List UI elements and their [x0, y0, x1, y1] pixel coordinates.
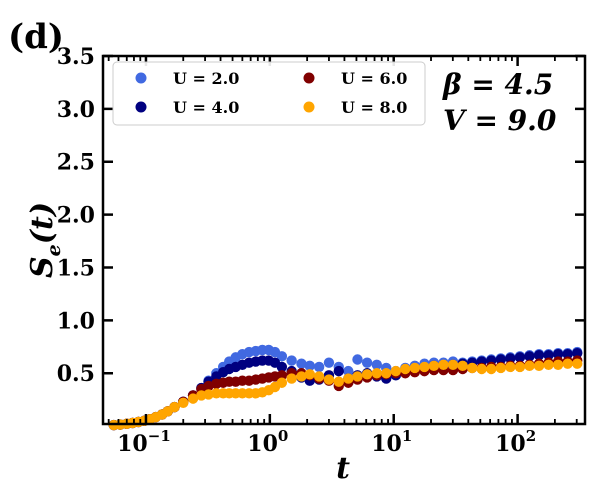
annotation-beta: β = 4.5: [442, 68, 553, 101]
data-point-series-3-52: [533, 360, 545, 372]
data-point-series-3-33: [352, 371, 363, 382]
data-point-series-1-55: [562, 349, 573, 360]
x-tick-label-0: 10−1: [117, 427, 171, 457]
data-point-series-3-42: [438, 359, 449, 370]
x-tick-label-1: 100: [247, 427, 288, 457]
data-point-series-3-36: [381, 368, 392, 379]
data-point-series-0-28: [304, 360, 315, 372]
legend-marker-u8: [303, 101, 315, 113]
plot-frame: [101, 54, 587, 426]
data-point-series-0-25: [276, 351, 288, 362]
data-points: [108, 344, 583, 431]
data-point-series-3-34: [361, 369, 373, 380]
data-point-series-1-48: [495, 354, 507, 365]
y-axis-title: Se(t): [25, 202, 65, 278]
data-point-series-3-55: [562, 358, 573, 369]
data-point-series-2-25: [276, 370, 288, 381]
data-point-series-1-53: [543, 350, 554, 361]
data-point-series-3-54: [552, 359, 564, 370]
data-point-series-1-25: [276, 361, 288, 373]
legend-marker-u2: [135, 72, 147, 84]
data-point-series-0-35: [371, 359, 382, 370]
legend-marker-u6: [303, 72, 315, 84]
data-point-series-3-28: [304, 369, 315, 380]
data-point-series-3-26: [286, 373, 297, 384]
data-point-series-3-51: [524, 360, 535, 372]
data-point-series-3-46: [476, 363, 487, 375]
y-tick-label-0: 0.5: [57, 361, 95, 387]
data-point-series-3-35: [371, 368, 382, 379]
data-point-series-0-32: [343, 365, 354, 377]
data-point-series-3-50: [514, 361, 526, 373]
data-point-series-3-37: [390, 365, 402, 377]
x-tick-label-3: 102: [495, 427, 536, 457]
data-point-series-0-27: [296, 358, 307, 369]
data-point-series-1-56: [572, 347, 583, 359]
data-point-series-3-48: [495, 362, 507, 374]
data-point-series-2-14: [203, 380, 214, 392]
y-axis-title-text: Se(t): [25, 202, 65, 278]
data-point-series-1-54: [552, 349, 564, 360]
data-point-series-1-51: [524, 351, 535, 362]
data-point-series-3-44: [457, 360, 468, 372]
legend-label-u6: U = 6.0: [341, 69, 407, 88]
data-point-series-3-31: [333, 376, 344, 387]
data-point-series-1-49: [505, 353, 516, 364]
data-point-series-3-53: [543, 359, 554, 370]
data-point-series-3-30: [323, 374, 335, 385]
legend-box: [112, 61, 426, 126]
data-point-series-0-34: [361, 357, 373, 368]
data-point-series-0-26: [286, 355, 297, 366]
data-point-series-3-41: [428, 360, 440, 372]
y-axis-title-arg: (t): [25, 202, 60, 244]
data-point-series-0-33: [352, 354, 363, 365]
data-point-series-3-43: [447, 359, 459, 370]
data-point-series-3-10: [169, 401, 180, 413]
legend-marker-u4: [135, 101, 147, 113]
data-point-series-0-29: [313, 361, 325, 373]
data-point-series-3-14: [203, 389, 214, 400]
data-point-series-3-25: [276, 377, 288, 388]
data-point-series-3-47: [486, 363, 497, 375]
data-point-series-3-39: [409, 362, 421, 374]
data-point-series-3-56: [572, 358, 583, 369]
data-point-series-3-45: [466, 362, 478, 374]
y-tick-label-6: 3.5: [57, 44, 95, 70]
data-point-series-3-38: [400, 363, 411, 375]
y-axis-title-sub: e: [43, 244, 65, 256]
y-tick-label-4: 2.5: [57, 150, 95, 176]
y-tick-label-2: 1.5: [57, 255, 95, 281]
data-point-series-3-29: [313, 371, 325, 382]
annotation-v: V = 9.0: [443, 104, 557, 137]
legend-label-u4: U = 4.0: [173, 98, 239, 117]
legend-label-u2: U = 2.0: [173, 69, 239, 88]
data-point-series-3-40: [419, 361, 430, 373]
data-point-series-1-52: [533, 350, 545, 361]
data-point-series-1-31: [333, 365, 344, 377]
data-point-series-3-12: [187, 393, 199, 404]
data-point-series-3-11: [178, 397, 189, 409]
y-tick-label-3: 2.0: [57, 203, 95, 229]
data-point-series-1-50: [514, 352, 526, 363]
y-tick-label-5: 3.0: [57, 97, 95, 123]
data-point-series-3-32: [343, 373, 354, 384]
data-point-series-0-30: [323, 357, 335, 368]
x-axis-title: t: [336, 451, 350, 486]
panel-label: (d): [8, 17, 64, 57]
y-tick-label-1: 1.0: [57, 308, 95, 334]
tick-labels: 10−1 100 101 102 0.5 1.0 1.5 2.0 2.5 3.0 3.5: [57, 44, 536, 457]
data-point-series-3-49: [505, 361, 516, 373]
legend-label-u8: U = 8.0: [341, 98, 407, 117]
data-point-series-3-27: [296, 371, 307, 382]
legend: U = 2.0 U = 4.0 U = 6.0 U = 8.0: [112, 61, 426, 126]
x-tick-label-2: 101: [371, 427, 412, 457]
y-axis-title-main: S: [25, 256, 60, 278]
